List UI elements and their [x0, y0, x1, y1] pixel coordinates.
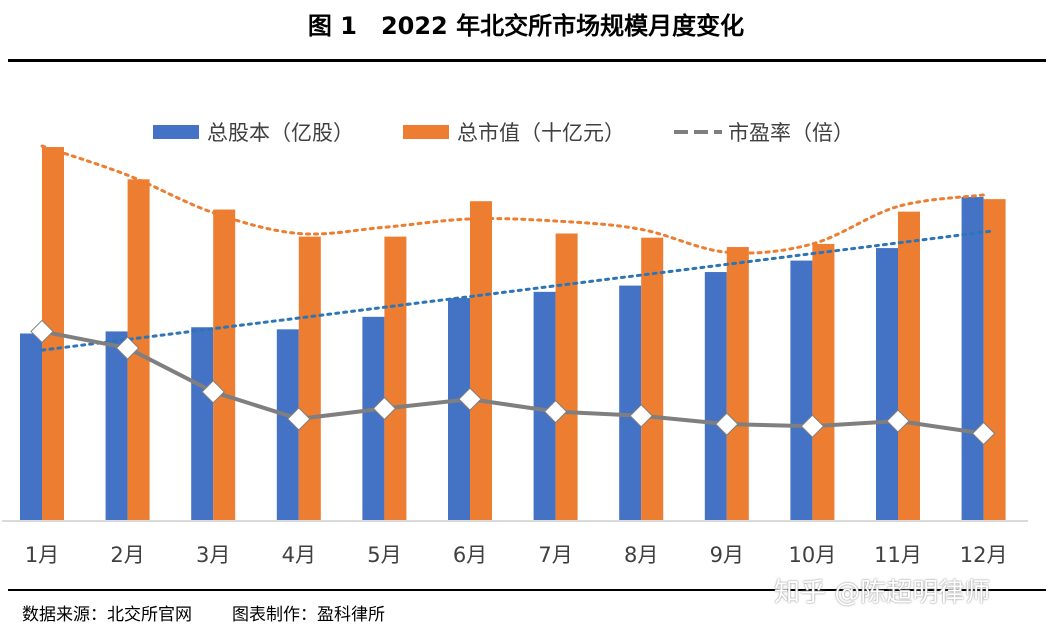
marker-pe: [629, 404, 653, 428]
marker-pe: [201, 380, 225, 404]
legend-label-pe: 市盈率（倍）: [728, 121, 854, 145]
bar-shares: [961, 197, 984, 521]
bar-shares: [619, 285, 642, 521]
bar-market-value: [470, 201, 492, 522]
marker-pe: [543, 399, 568, 424]
x-tick-label: 6月: [453, 543, 487, 567]
bar-market-value: [726, 247, 749, 521]
chart-author: 图表制作：盈科律所: [232, 605, 385, 625]
legend-swatch-market-value: [403, 125, 449, 139]
trendline-shares: [40, 229, 992, 352]
x-tick-label: 3月: [196, 543, 230, 567]
bar-shares: [876, 248, 898, 522]
x-tick-label: 5月: [367, 543, 401, 567]
chart: 总股本（亿股） 总市值（十亿元） 市盈率（倍） 1月 2月 3月 4月 5月 6月 7月 8月…: [2, 121, 1028, 567]
x-tick-label: 12月: [960, 543, 1008, 567]
bar-market-value: [384, 236, 407, 521]
marker-pe: [287, 407, 311, 431]
marker-pe: [115, 336, 140, 360]
bar-shares: [276, 329, 299, 521]
bar-market-value: [555, 233, 578, 521]
bar-shares: [448, 298, 470, 521]
bar-market-value: [641, 237, 664, 521]
x-tick-label: 1月: [25, 543, 59, 567]
x-tick-label: 10月: [789, 543, 837, 567]
x-tick-label: 11月: [874, 543, 922, 567]
bar-shares: [20, 333, 42, 521]
trendline-market-value: [40, 144, 986, 255]
bar-market-value: [898, 211, 920, 521]
bar-shares: [704, 272, 727, 521]
legend-swatch-shares: [153, 125, 199, 139]
bar-market-value: [983, 199, 1006, 521]
line-pe: [41, 329, 984, 436]
marker-pe: [715, 412, 739, 436]
x-tick-label: 8月: [624, 543, 658, 567]
watermark: 知乎 @陈超明律师: [774, 578, 991, 608]
data-source: 数据来源：北交所官网: [22, 605, 192, 625]
bar-market-value: [298, 236, 321, 521]
marker-pe: [372, 396, 397, 421]
x-tick-label: 4月: [282, 543, 316, 567]
marker-pe: [458, 387, 482, 411]
bar-shares: [790, 260, 813, 521]
marker-pe: [30, 319, 54, 344]
bar-market-value: [812, 243, 835, 521]
legend-label-shares: 总股本（亿股）: [207, 121, 354, 145]
chart-legend: 总股本（亿股） 总市值（十亿元） 市盈率（倍）: [153, 121, 854, 145]
bar-shares: [533, 291, 556, 521]
bar-shares: [362, 316, 385, 521]
x-tick-label: 7月: [538, 543, 572, 567]
footer: 数据来源：北交所官网 图表制作：盈科律所: [22, 600, 385, 625]
x-tick-label: 9月: [710, 543, 744, 567]
marker-pe: [886, 409, 910, 433]
bar-market-value: [213, 209, 236, 521]
bar-shares: [105, 331, 128, 521]
page-title: 图 1 2022 年北交所市场规模月度变化: [307, 12, 745, 40]
marker-pe: [971, 421, 996, 446]
bar-shares: [191, 327, 214, 521]
legend-label-market-value: 总市值（十亿元）: [457, 121, 625, 145]
marker-pe: [800, 414, 825, 438]
bottom-rule: [8, 589, 1046, 591]
x-tick-label: 2月: [110, 543, 144, 567]
bar-market-value: [127, 179, 150, 522]
top-rule: [8, 59, 1046, 62]
